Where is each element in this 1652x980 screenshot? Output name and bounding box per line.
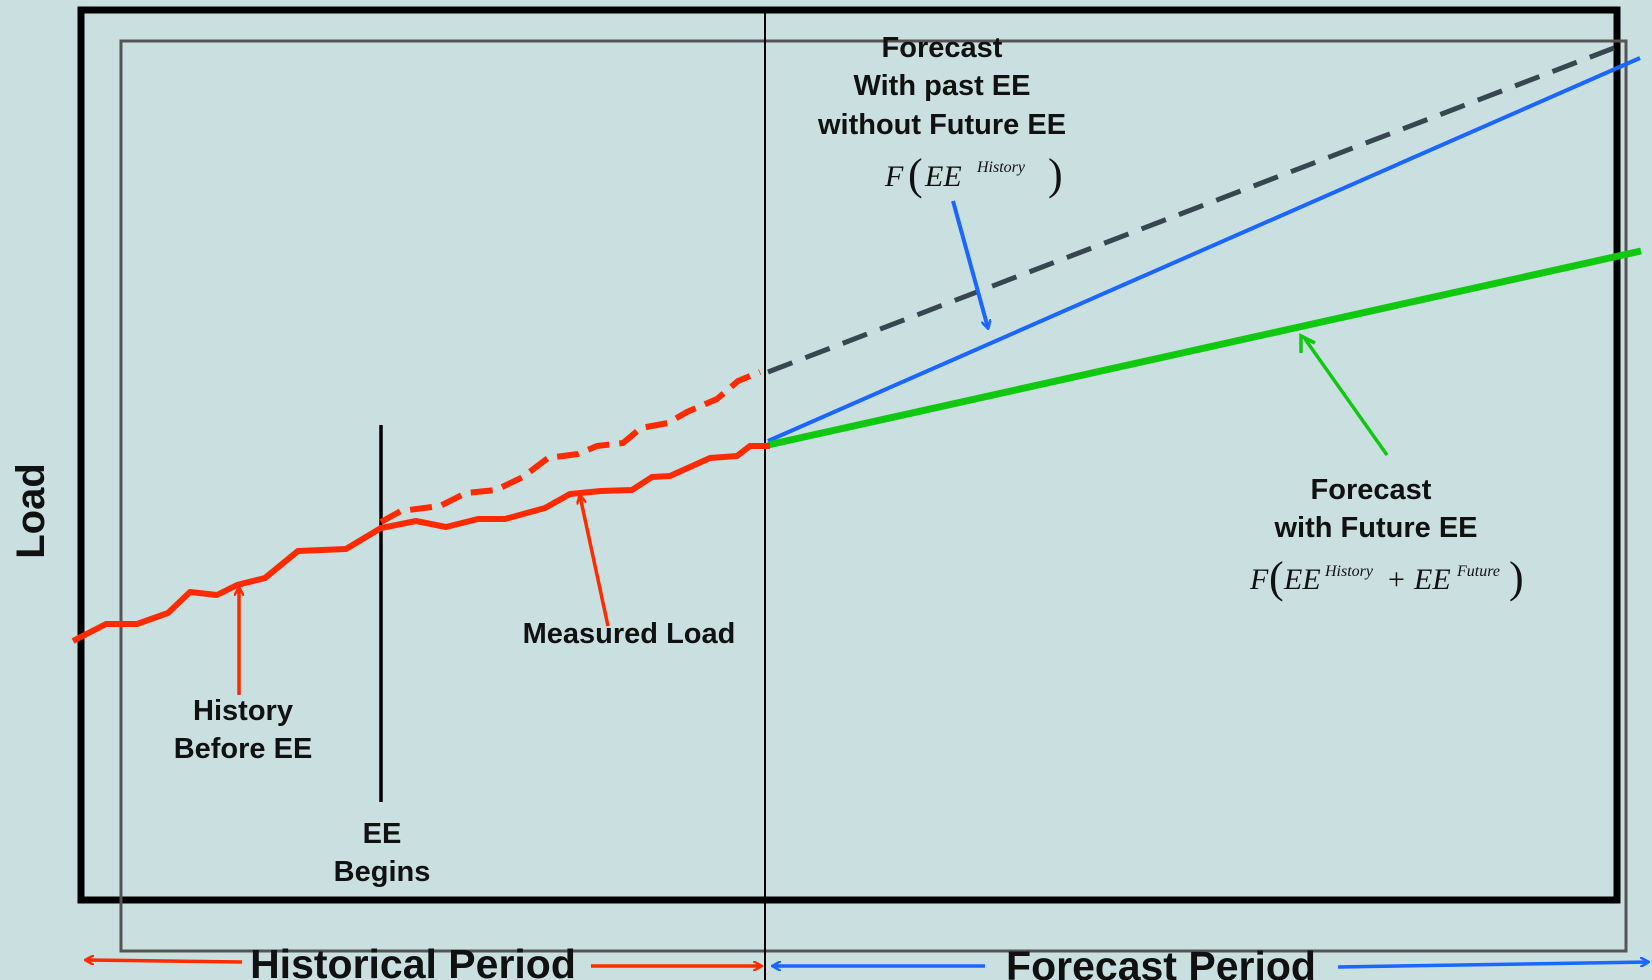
formula-with-future-ee: F ( EE History + EE Future ) <box>1249 553 1524 602</box>
history-without-ee-dashed-line <box>379 369 762 525</box>
forecast-period-label: Forecast Period <box>1006 943 1316 980</box>
formula-paren-close: ) <box>1048 150 1063 199</box>
forecast-without-future-label-line-1: Forecast <box>882 32 1003 64</box>
measured-load-line <box>71 443 770 644</box>
formula-paren-open: ( <box>1269 553 1284 602</box>
y-axis-label: Load <box>9 463 53 559</box>
forecast-with-future-label-line-2: with Future EE <box>1274 512 1478 544</box>
formula-without-future-ee: F ( EE History ) <box>884 150 1063 199</box>
formula-superscript-1: History <box>1324 563 1374 580</box>
ee-begins-label-line-2: Begins <box>334 856 431 888</box>
formula-base: EE <box>924 160 962 193</box>
forecast-with-future-ee-arrow-shaft <box>1303 337 1389 457</box>
inner-frame <box>119 39 1628 953</box>
forecast-with-past-ee-line <box>767 56 1641 443</box>
historical-period-label: Historical Period <box>250 941 576 980</box>
history-before-ee-label-line-1: History <box>193 695 293 727</box>
formula-paren-close: ) <box>1509 553 1524 602</box>
historical-period-arrow-left <box>86 960 243 962</box>
history-before-ee-label-line-2: Before EE <box>174 733 313 765</box>
forecast-without-future-label-line-3: without Future EE <box>817 109 1066 141</box>
forecast-without-future-label-line-2: With past EE <box>854 70 1031 102</box>
formula-paren-open: ( <box>908 150 923 199</box>
ee-begins-label-line-1: EE <box>363 818 402 850</box>
measured-load-label: Measured Load <box>523 618 736 650</box>
forecast-period-arrow-right <box>1337 962 1648 969</box>
formula-superscript: History <box>976 159 1026 176</box>
formula-base-1: EE <box>1283 563 1321 596</box>
formula-func: F <box>1249 563 1269 596</box>
forecast-with-past-ee-arrow <box>951 200 988 328</box>
forecast-without-future-ee-line <box>767 40 1628 375</box>
formula-plus: + <box>1388 563 1405 596</box>
plot-frame <box>77 6 1621 904</box>
formula-base-2: EE <box>1413 563 1451 596</box>
formula-superscript-2: Future <box>1456 563 1500 580</box>
forecast-with-future-label-line-1: Forecast <box>1311 474 1432 506</box>
formula-func: F <box>884 160 904 193</box>
forecast-with-future-ee-line <box>767 247 1642 449</box>
forecast-with-future-ee-arrow-head <box>1299 333 1316 353</box>
measured-load-arrow <box>580 496 610 627</box>
